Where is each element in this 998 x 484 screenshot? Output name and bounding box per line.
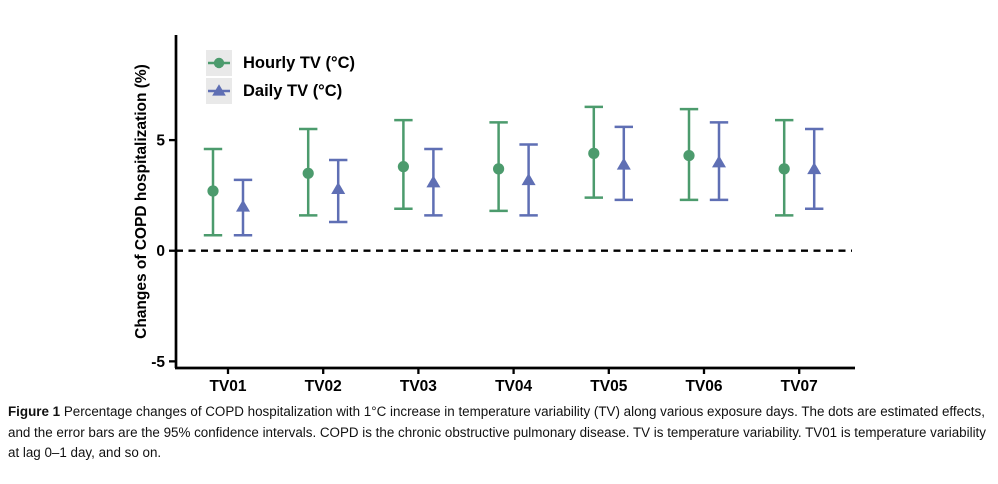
circle-marker [397, 161, 409, 173]
errorbar-hourly-tv07 [775, 118, 794, 217]
copd-errorbar-chart: 5 0 -5 TV01 TV02 TV03 TV04 TV05 TV06 TV07 Changes … [133, 35, 855, 395]
circle-marker [207, 185, 219, 197]
circle-marker [302, 167, 314, 179]
chart-legend: Hourly TV (°C) Daily TV (°C) [206, 50, 355, 106]
legend-item-daily-tv: Daily TV (°C) [206, 78, 355, 104]
errorbar-daily-tv02 [329, 158, 348, 224]
figure-caption-text: Percentage changes of COPD hospitalizati… [8, 404, 986, 460]
triangle-marker [521, 173, 536, 186]
legend-key-triangle-icon [206, 78, 232, 104]
x-tick-label-tv04: TV04 [495, 378, 532, 395]
errorbar-daily-tv01 [233, 178, 253, 237]
errorbar-daily-tv05 [614, 125, 633, 202]
errorbar-daily-tv07 [805, 127, 824, 210]
errorbar-daily-tv06 [709, 121, 729, 202]
triangle-marker [712, 155, 726, 168]
errorbar-daily-tv03 [424, 147, 443, 217]
errorbar-hourly-tv01 [203, 147, 223, 237]
triangle-marker [236, 199, 250, 212]
x-tick-label-tv07: TV07 [781, 378, 818, 395]
errorbar-hourly-tv03 [394, 118, 413, 210]
chart: 5 0 -5 TV01 TV02 TV03 TV04 TV05 TV06 TV07 Changes … [133, 35, 855, 395]
legend-label-daily-tv: Daily TV (°C) [243, 81, 343, 100]
y-axis-title: Changes of COPD hospitalization (%) [133, 64, 150, 339]
errorbar-hourly-tv04 [489, 121, 508, 213]
triangle-marker [331, 181, 346, 194]
y-tick-label-5: 5 [156, 133, 165, 150]
y-tick-label--5: -5 [151, 354, 165, 371]
x-tick-label-tv03: TV03 [400, 378, 437, 395]
legend-key-circle-icon [206, 50, 232, 76]
x-tick-label-tv06: TV06 [685, 378, 722, 395]
y-tick-label-0: 0 [156, 243, 165, 260]
x-tick-label-tv02: TV02 [305, 378, 342, 395]
circle-marker [588, 147, 600, 159]
triangle-marker [426, 175, 441, 188]
errorbar-hourly-tv02 [299, 127, 318, 217]
triangle-marker [807, 162, 822, 175]
errorbar-daily-tv04 [519, 143, 538, 217]
circle-marker [493, 163, 505, 175]
legend-label-hourly-tv: Hourly TV (°C) [243, 53, 356, 72]
triangle-marker [616, 157, 631, 170]
legend-item-hourly-tv: Hourly TV (°C) [206, 50, 355, 76]
circle-marker [778, 163, 790, 175]
figure-caption: Figure 1 Percentage changes of COPD hosp… [8, 402, 990, 464]
errorbar-hourly-tv05 [584, 105, 603, 199]
circle-marker [683, 149, 695, 162]
x-tick-label-tv05: TV05 [590, 378, 627, 395]
x-tick-label-tv01: TV01 [209, 378, 246, 395]
figure-caption-label: Figure 1 [8, 404, 61, 419]
errorbar-hourly-tv06 [679, 107, 699, 202]
